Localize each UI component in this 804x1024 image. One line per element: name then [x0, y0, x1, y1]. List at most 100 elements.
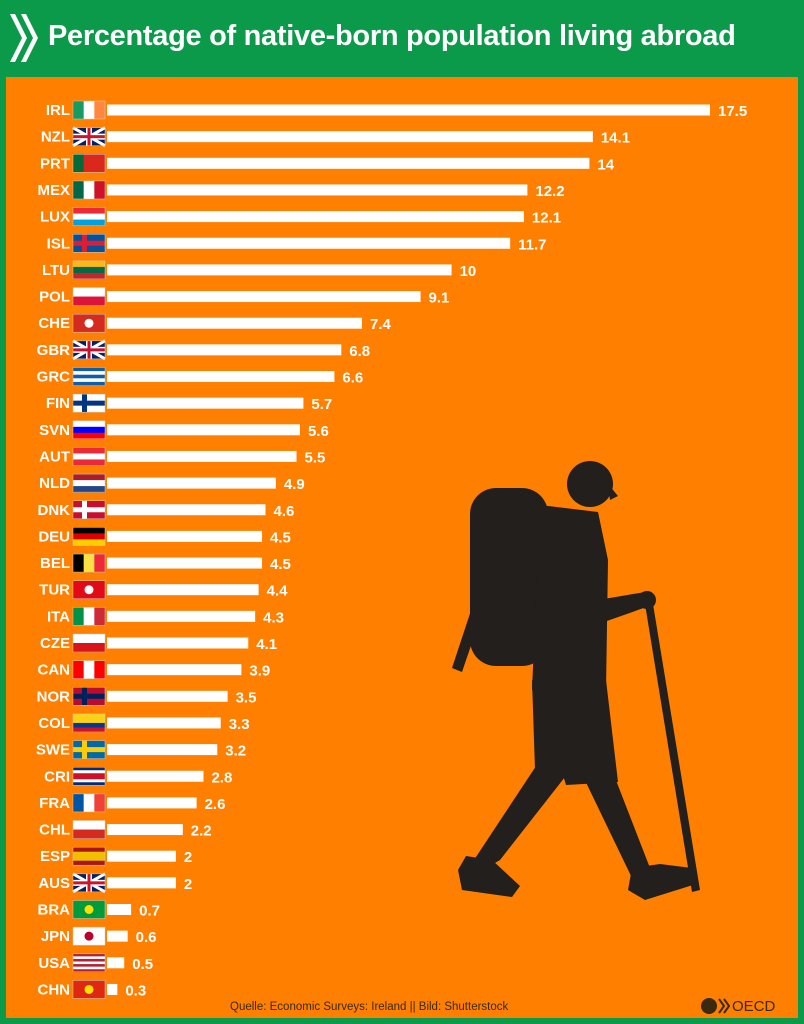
flag-grc-icon — [72, 367, 106, 386]
value-label: 7.4 — [370, 316, 392, 333]
category-label: BEL — [40, 555, 70, 572]
bar-row-fra: FRA 2.6 — [39, 793, 226, 813]
category-label: FIN — [46, 395, 70, 412]
value-label: 5.5 — [305, 449, 326, 466]
value-label: 10 — [460, 263, 477, 280]
flag-cri-icon — [72, 767, 106, 786]
bar — [107, 211, 524, 223]
category-label: MEX — [37, 182, 70, 199]
bar — [107, 450, 297, 462]
value-label: 14.1 — [601, 130, 630, 147]
value-label: 6.8 — [349, 343, 370, 360]
flag-swe-icon — [72, 740, 106, 759]
bar — [107, 664, 242, 676]
flag-bra-icon — [72, 900, 106, 919]
flag-irl-icon — [72, 100, 106, 120]
bar-row-irl: IRL 17.5 — [46, 100, 747, 120]
bar-row-bra: BRA 0.7 — [38, 900, 160, 920]
value-label: 6.6 — [342, 370, 363, 387]
bar-row-nor: NOR 3.5 — [37, 687, 256, 706]
bar-row-chl: CHL 2.2 — [39, 820, 212, 840]
header: Percentage of native-born population liv… — [0, 0, 804, 76]
category-label: IRL — [46, 102, 70, 119]
category-label: SVN — [39, 422, 70, 439]
bar-row-aus: AUS 2 — [38, 872, 192, 894]
bar-row-isl: ISL 11.7 — [47, 234, 547, 253]
bar-row-svn: SVN 5.6 — [39, 420, 329, 440]
value-label: 4.6 — [274, 503, 295, 520]
value-label: 2.2 — [191, 823, 212, 840]
bar-row-grc: GRC 6.6 — [37, 367, 363, 387]
value-label: 4.3 — [263, 609, 284, 626]
bar-row-chn: CHN 0.3 — [38, 980, 146, 999]
flag-gbr-icon — [72, 339, 106, 361]
bar — [107, 824, 183, 836]
bar-row-esp: ESP 2 — [40, 846, 192, 866]
category-label: NLD — [39, 475, 70, 492]
flag-chl-icon — [72, 820, 106, 839]
bar-row-fin: FIN 5.7 — [46, 393, 332, 413]
bar — [107, 690, 228, 702]
value-label: 2.6 — [205, 796, 226, 813]
value-label: 0.5 — [132, 956, 153, 973]
bar-row-aut: AUT 5.5 — [39, 447, 325, 466]
flag-aut-icon — [72, 447, 106, 466]
flag-lux-icon — [72, 207, 106, 226]
flag-can-icon — [72, 660, 106, 679]
value-label: 4.4 — [267, 583, 289, 600]
category-label: CHE — [38, 315, 70, 332]
bar — [107, 717, 221, 729]
value-label: 0.3 — [125, 982, 146, 999]
category-label: BRA — [38, 902, 71, 919]
bar-row-che: CHE 7.4 — [38, 313, 392, 333]
bar-row-cze: CZE 4.1 — [40, 633, 277, 653]
flag-fin-icon — [72, 393, 106, 413]
category-label: TUR — [39, 582, 70, 599]
category-label: CHN — [38, 981, 71, 998]
bar — [107, 184, 528, 196]
bar-row-bel: BEL 4.5 — [40, 553, 291, 573]
flag-cze-icon — [72, 633, 106, 653]
bar — [107, 317, 362, 329]
bar-row-cri: CRI 2.8 — [44, 767, 232, 786]
flag-jpn-icon — [72, 926, 106, 946]
category-label: DEU — [38, 528, 70, 545]
bar — [107, 904, 132, 915]
category-label: NZL — [41, 129, 70, 146]
bar — [107, 291, 421, 303]
category-label: AUS — [38, 875, 70, 892]
value-label: 12.2 — [535, 183, 564, 200]
value-label: 2.8 — [211, 769, 232, 786]
bar — [107, 930, 128, 942]
flag-mex-icon — [72, 180, 106, 200]
value-label: 5.7 — [311, 396, 332, 413]
category-label: PRT — [40, 155, 70, 172]
bar-row-pol: POL 9.1 — [39, 287, 449, 307]
category-label: CAN — [38, 662, 71, 679]
bar-row-col: COL 3.3 — [38, 713, 250, 733]
bar-row-usa: USA 0.5 — [38, 953, 153, 973]
value-label: 5.6 — [308, 423, 329, 440]
bar-row-mex: MEX 12.2 — [37, 180, 565, 200]
bar-row-tur: TUR 4.4 — [39, 580, 289, 600]
category-label: LUX — [40, 209, 70, 226]
bar-row-dnk: DNK 4.6 — [38, 500, 295, 520]
bar-row-ita: ITA 4.3 — [47, 607, 284, 626]
category-label: CRI — [44, 768, 70, 785]
category-label: ESP — [40, 848, 70, 865]
flag-svn-icon — [72, 420, 106, 440]
bar — [107, 371, 335, 382]
flag-pol-icon — [72, 287, 106, 306]
chart-title: Percentage of native-born population liv… — [48, 20, 736, 52]
category-label: CZE — [40, 635, 70, 652]
bar — [107, 584, 259, 596]
flag-aus-icon — [72, 872, 106, 894]
value-label: 4.1 — [256, 636, 277, 653]
value-label: 14 — [597, 156, 614, 173]
bar — [107, 344, 342, 356]
bar — [107, 237, 511, 249]
bar-row-deu: DEU 4.5 — [38, 527, 291, 546]
value-label: 4.9 — [284, 476, 305, 493]
bar-row-jpn: JPN 0.6 — [41, 926, 157, 946]
oecd-logo-text: OECD — [732, 997, 776, 1015]
